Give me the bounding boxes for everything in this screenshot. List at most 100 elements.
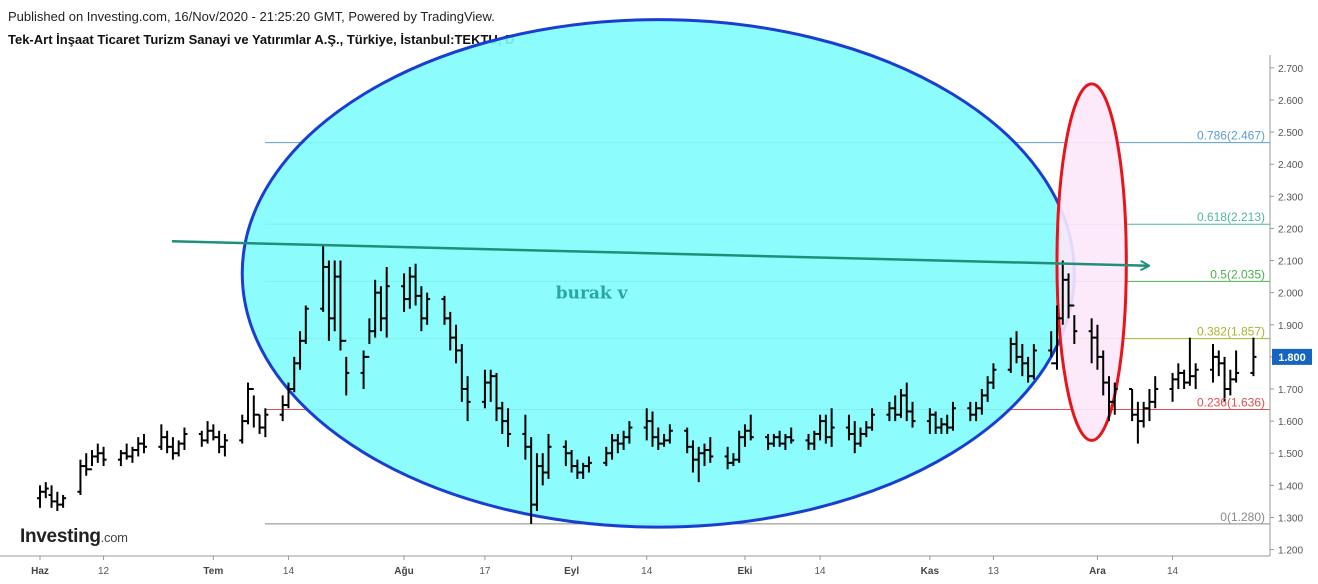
ohlc-bar	[984, 376, 991, 402]
annotation-text: burak v	[556, 284, 629, 304]
ohlc-bar	[765, 433, 772, 451]
ohlc-bar	[481, 369, 488, 409]
ohlc-bar	[337, 260, 344, 351]
fib-label-0: 0.786(2.467)	[1197, 129, 1265, 143]
ohlc-bar	[89, 450, 96, 471]
red-circle[interactable]	[1055, 82, 1128, 442]
ohlc-bar	[869, 408, 876, 431]
ohlc-bar	[262, 408, 269, 438]
y-tick-label: 1.200	[1278, 546, 1303, 557]
ohlc-bar	[424, 292, 431, 325]
x-tick-label: Eki	[737, 566, 752, 577]
ohlc-bar	[736, 430, 743, 463]
ohlc-bar	[967, 401, 974, 422]
ohlc-bar	[741, 424, 748, 447]
ohlc-bar	[1100, 350, 1107, 396]
ohlc-bar	[747, 414, 754, 441]
ohlc-bar	[1030, 344, 1037, 380]
ohlc-bar	[1181, 369, 1188, 389]
x-tick-label: 12	[98, 566, 110, 577]
ohlc-bar	[285, 382, 292, 409]
fib-label-4: 0.236(1.636)	[1197, 396, 1265, 410]
ohlc-bar	[897, 389, 904, 418]
ohlc-bar	[626, 421, 633, 444]
ohlc-bar	[1221, 356, 1228, 402]
ohlc-bar	[291, 356, 298, 393]
x-tick-label: Tem	[203, 566, 223, 577]
ohlc-bar	[666, 424, 673, 444]
x-tick-label: Ağu	[394, 566, 413, 577]
y-tick-label: 2.400	[1278, 160, 1303, 171]
x-tick-label: 14	[1167, 566, 1179, 577]
y-tick-label: 1.300	[1278, 513, 1303, 524]
ohlc-bar	[684, 427, 691, 454]
ohlc-bar	[239, 414, 246, 444]
ohlc-bar	[1053, 305, 1060, 370]
y-tick-label: 1.600	[1278, 417, 1303, 428]
ohlc-bar	[441, 295, 448, 325]
ohlc-bar	[1169, 372, 1176, 402]
ohlc-bars	[37, 244, 1257, 524]
ohlc-bar	[406, 266, 413, 309]
ohlc-bar	[372, 279, 379, 338]
ohlc-bar	[649, 411, 656, 447]
y-tick-label: 1.700	[1278, 385, 1303, 396]
ohlc-bar	[724, 446, 731, 470]
ohlc-bar	[447, 311, 454, 351]
ohlc-bar	[776, 430, 783, 447]
x-tick-label: Ara	[1089, 566, 1106, 577]
ohlc-bar	[655, 427, 662, 451]
y-tick-label: 2.200	[1278, 224, 1303, 235]
cyan-ellipse[interactable]	[240, 18, 1076, 529]
x-tick-label: Haz	[31, 566, 49, 577]
ohlc-bar	[585, 456, 592, 473]
ohlc-bar	[609, 433, 616, 460]
ohlc-bar	[1065, 273, 1072, 319]
ohlc-bar	[499, 401, 506, 434]
y-tick-label: 2.300	[1278, 192, 1303, 203]
ohlc-bar	[539, 453, 546, 486]
ohlc-bar	[210, 424, 217, 441]
x-tick-label: 14	[283, 566, 295, 577]
ohlc-bar	[522, 414, 529, 460]
ohlc-bar	[944, 414, 951, 434]
ohlc-bar	[245, 382, 252, 425]
ohlc-bar	[1186, 337, 1193, 386]
ohlc-bar	[164, 430, 171, 454]
last-price-label: 1.800	[1278, 352, 1306, 364]
ohlc-bar	[216, 430, 223, 454]
ohlc-bar	[828, 408, 835, 447]
ohlc-bar	[614, 433, 621, 454]
fib-labels: 0.786(2.467) 0.618(2.213) 0.5(2.035) 0.382(…	[1197, 129, 1265, 524]
ohlc-bar	[1013, 331, 1020, 364]
y-tick-label: 2.500	[1278, 128, 1303, 139]
ohlc-bar	[135, 437, 142, 457]
ohlc-bar	[1111, 382, 1118, 415]
ohlc-bar	[695, 446, 702, 483]
ohlc-bar	[528, 437, 535, 524]
ohlc-bar	[169, 437, 176, 460]
x-tick-label: 13	[988, 566, 1000, 577]
fib-label-1: 0.618(2.213)	[1197, 210, 1265, 224]
ohlc-bar	[458, 344, 465, 402]
ohlc-bar	[60, 494, 67, 508]
ohlc-bar	[1215, 350, 1222, 377]
y-tick-label: 1.400	[1278, 481, 1303, 492]
ohlc-bar	[978, 389, 985, 415]
ohlc-bar	[1129, 388, 1136, 422]
trendline[interactable]	[171, 240, 1148, 265]
ohlc-bar	[568, 450, 575, 473]
ohlc-bar	[603, 446, 610, 467]
ohlc-bar	[938, 417, 945, 434]
fib-label-5: 0(1.280)	[1220, 510, 1265, 524]
ohlc-bar	[1071, 304, 1078, 345]
ohlc-bar	[973, 401, 980, 422]
chart-title: Tek-Art İnşaat Ticaret Turizm Sanayi ve …	[8, 32, 515, 47]
ohlc-bar	[533, 453, 540, 512]
published-note: Published on Investing.com, 16/Nov/2020 …	[8, 9, 495, 24]
ohlc-bar	[926, 408, 933, 434]
ohlc-bar	[580, 462, 587, 479]
ohlc-bar	[505, 408, 512, 447]
ohlc-bar	[42, 482, 49, 499]
ohlc-bar	[730, 453, 737, 467]
